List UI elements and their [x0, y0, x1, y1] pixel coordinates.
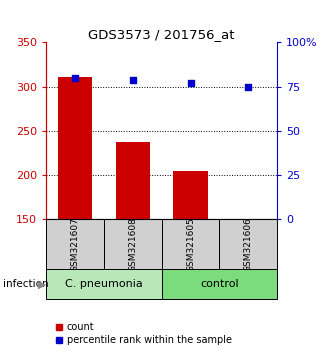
Text: control: control: [200, 279, 239, 289]
Bar: [162, 219, 219, 269]
Point: [73, 75, 78, 81]
Text: ▶: ▶: [38, 279, 47, 289]
Bar: [115, 143, 150, 219]
Bar: [58, 77, 92, 219]
Text: GSM321607: GSM321607: [71, 217, 80, 272]
Bar: [46, 219, 104, 269]
Bar: [173, 171, 208, 219]
Text: GSM321606: GSM321606: [244, 217, 253, 272]
Text: infection: infection: [3, 279, 49, 289]
Point: [130, 77, 135, 82]
Bar: [219, 219, 277, 269]
Point: [246, 84, 251, 90]
Title: GDS3573 / 201756_at: GDS3573 / 201756_at: [88, 28, 235, 41]
Legend: count, percentile rank within the sample: count, percentile rank within the sample: [51, 319, 236, 349]
Bar: [231, 218, 266, 219]
Text: C. pneumonia: C. pneumonia: [65, 279, 143, 289]
Bar: [162, 269, 277, 299]
Bar: [104, 219, 162, 269]
Point: [188, 80, 193, 86]
Text: GSM321608: GSM321608: [128, 217, 137, 272]
Bar: [46, 269, 162, 299]
Text: GSM321605: GSM321605: [186, 217, 195, 272]
